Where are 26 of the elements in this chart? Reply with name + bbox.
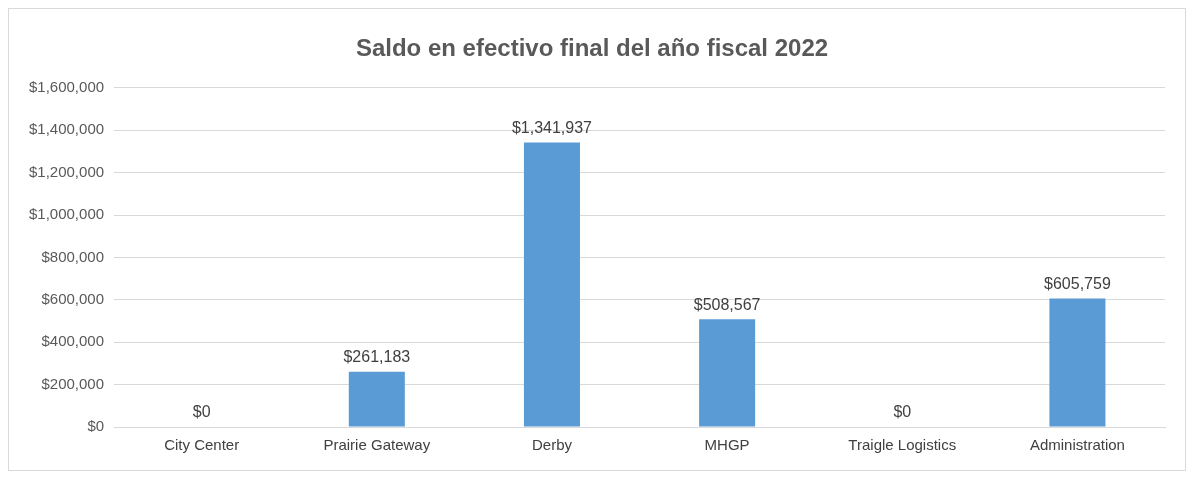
data-label: $0 — [893, 403, 912, 421]
bar — [523, 142, 580, 427]
data-label: $605,759 — [1044, 274, 1111, 292]
y-tick-label: $200,000 — [41, 374, 105, 392]
bar — [348, 371, 405, 427]
data-label: $0 — [192, 403, 211, 421]
y-tick-label: $400,000 — [41, 332, 105, 350]
data-label: $1,341,937 — [511, 118, 593, 136]
y-tick-label: $1,400,000 — [29, 120, 105, 138]
x-tick-label: Administration — [1029, 436, 1125, 454]
x-tick-label: Derby — [531, 436, 573, 454]
bar — [1049, 298, 1106, 427]
y-tick-label: $0 — [87, 417, 105, 435]
x-tick-label: City Center — [164, 436, 240, 454]
chart-title: Saldo en efectivo final del año fiscal 2022 — [355, 34, 829, 62]
y-tick-label: $800,000 — [41, 247, 105, 265]
bar — [699, 319, 756, 427]
x-tick-label: Traigle Logistics — [848, 436, 957, 454]
data-label: $261,183 — [343, 348, 411, 366]
y-tick-label: $1,000,000 — [29, 205, 105, 223]
y-tick-label: $600,000 — [41, 289, 105, 307]
data-label: $508,567 — [693, 295, 761, 313]
x-tick-label: MHGP — [704, 436, 750, 454]
y-tick-label: $1,200,000 — [29, 162, 105, 180]
y-tick-label: $1,600,000 — [29, 77, 105, 95]
x-tick-label: Prairie Gateway — [323, 436, 431, 454]
